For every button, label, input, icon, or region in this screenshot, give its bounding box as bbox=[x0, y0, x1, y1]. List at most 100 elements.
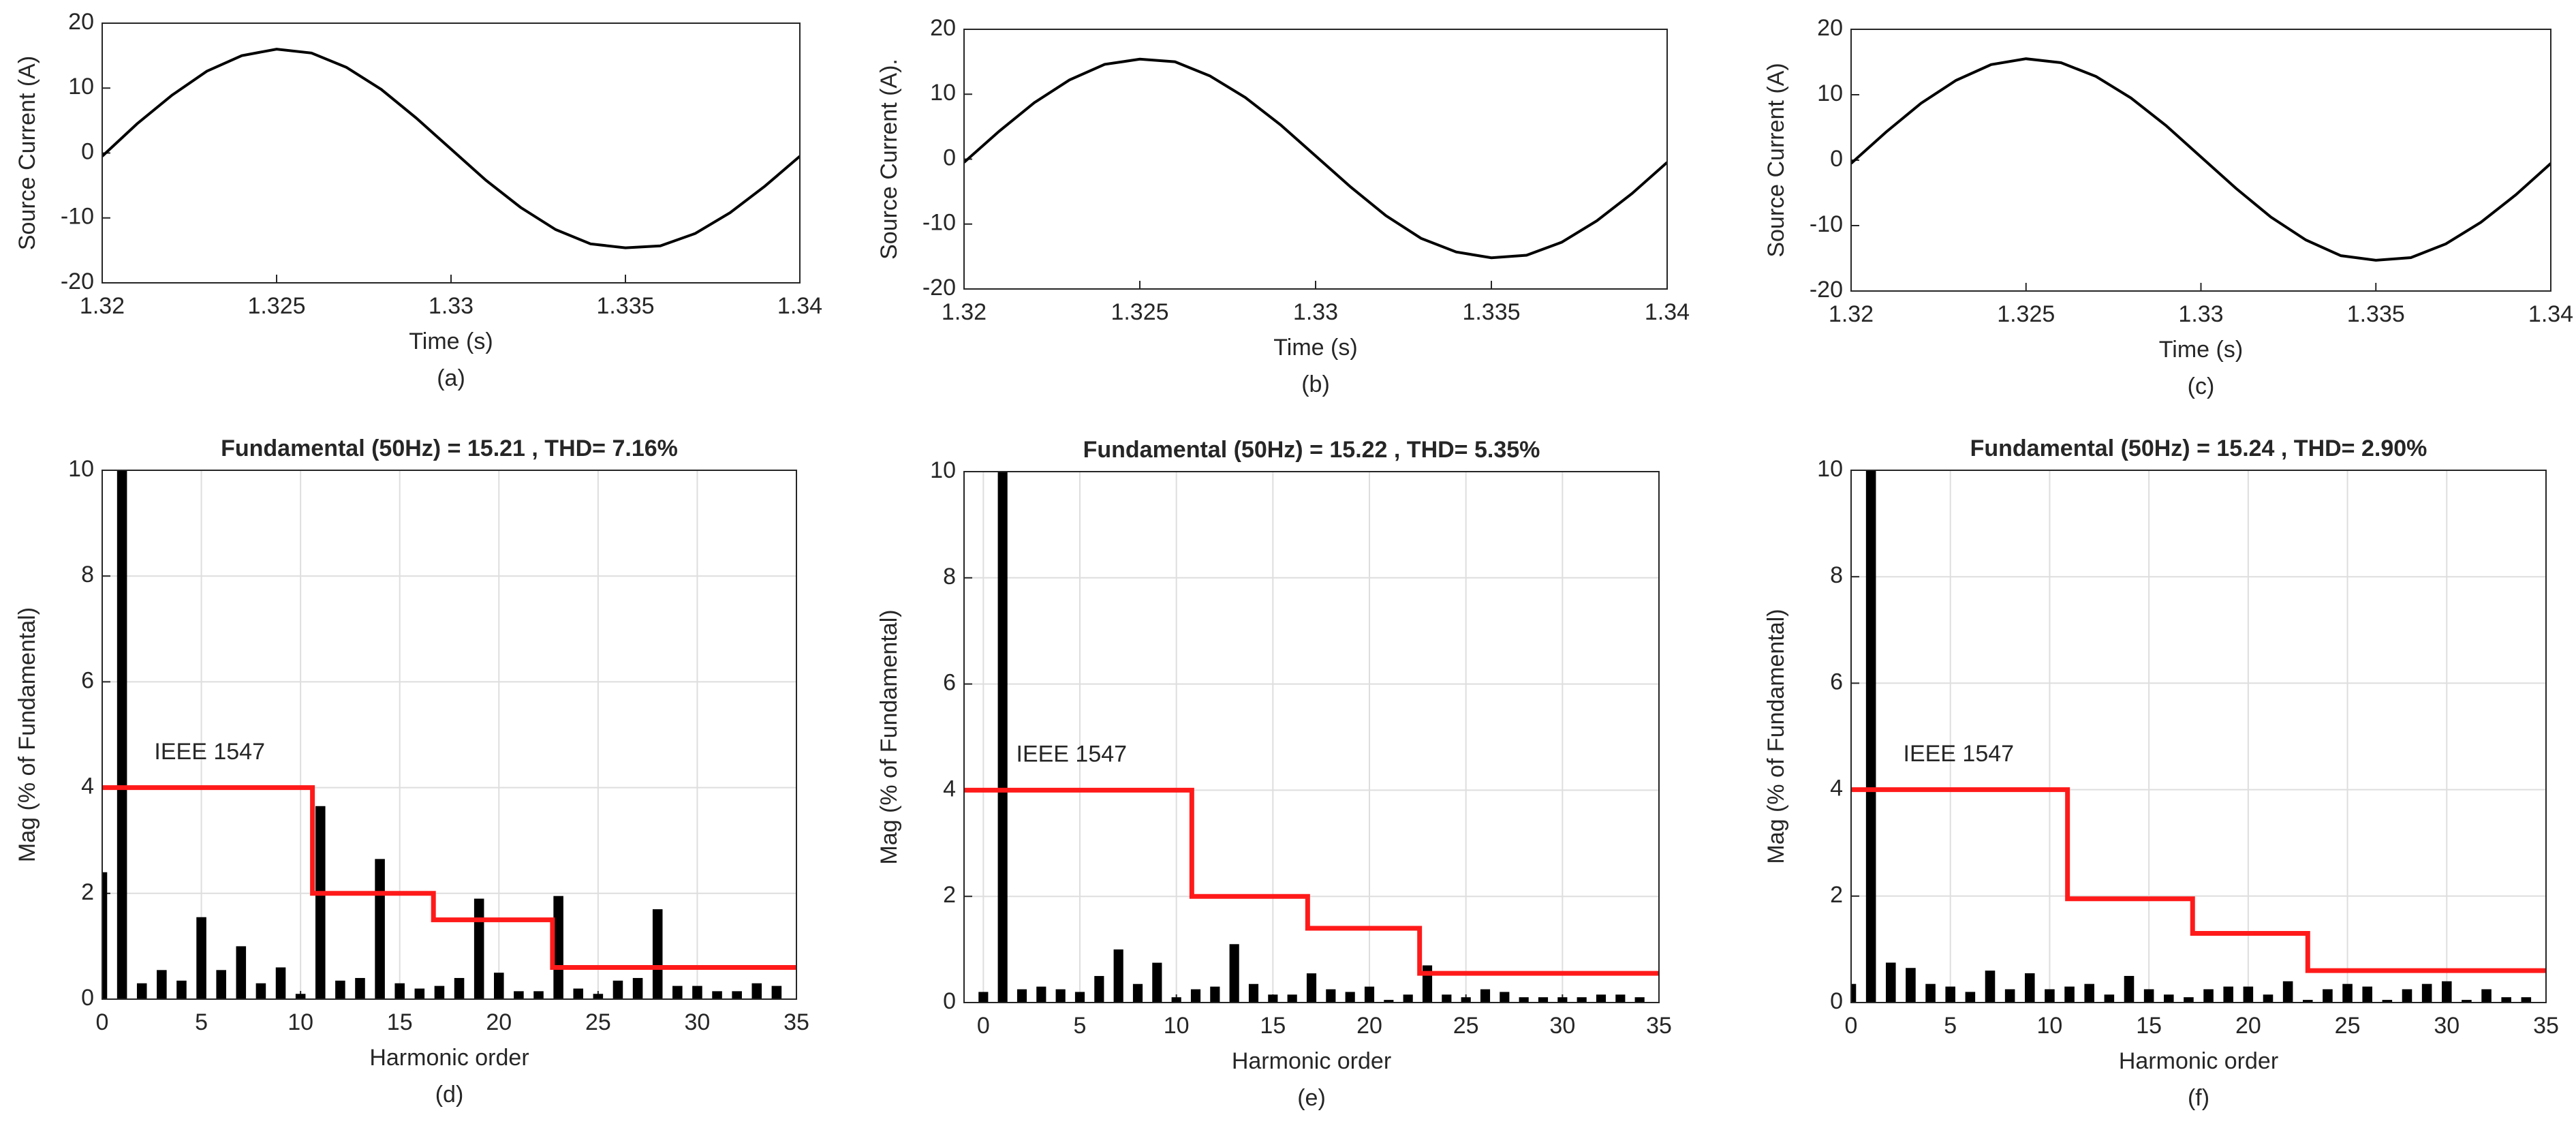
bar bbox=[672, 986, 683, 999]
x-tick-label: 30 bbox=[1549, 1013, 1575, 1039]
bar bbox=[1055, 989, 1066, 1003]
x-axis-label: Time (s) bbox=[2159, 337, 2243, 363]
bar bbox=[1519, 997, 1529, 1003]
bar bbox=[2164, 994, 2174, 1003]
x-tick-label: 15 bbox=[1260, 1013, 1286, 1039]
bar bbox=[1596, 994, 1607, 1003]
bar bbox=[1229, 944, 1239, 1003]
bar bbox=[295, 994, 306, 999]
bar bbox=[1384, 1000, 1394, 1003]
y-tick-label: 0 bbox=[81, 985, 94, 1011]
bar bbox=[2382, 1000, 2393, 1003]
bar bbox=[712, 991, 722, 999]
x-tick-label: 1.325 bbox=[247, 293, 305, 319]
bar bbox=[1851, 983, 1857, 1003]
bar bbox=[375, 859, 385, 999]
x-tick-label: 1.34 bbox=[777, 293, 822, 319]
x-tick-label: 1.335 bbox=[2347, 301, 2405, 327]
bar bbox=[1248, 983, 1259, 1003]
y-tick-label: 4 bbox=[81, 774, 94, 799]
x-tick-label: 1.34 bbox=[1645, 299, 1690, 325]
x-axis-label: Harmonic order bbox=[369, 1045, 529, 1071]
bar bbox=[1461, 997, 1471, 1003]
x-axis-label: Time (s) bbox=[409, 329, 493, 354]
bar bbox=[2143, 989, 2154, 1003]
y-tick-label: 0 bbox=[943, 988, 956, 1014]
y-tick-label: 8 bbox=[943, 564, 956, 590]
y-tick-label: -10 bbox=[61, 204, 94, 230]
marks bbox=[102, 48, 800, 249]
current-line bbox=[964, 57, 1667, 260]
caption: (d) bbox=[435, 1082, 464, 1108]
y-tick-label: 2 bbox=[943, 882, 956, 908]
bar bbox=[136, 983, 147, 999]
bar bbox=[2263, 994, 2274, 1003]
bar bbox=[1268, 994, 1278, 1003]
bar bbox=[1132, 983, 1143, 1003]
bar bbox=[2223, 986, 2233, 1003]
bar bbox=[612, 980, 623, 999]
bar bbox=[2501, 997, 2511, 1003]
limit-line bbox=[102, 785, 796, 970]
x-tick-label: 35 bbox=[1646, 1013, 1672, 1039]
bar bbox=[1403, 994, 1413, 1003]
bar bbox=[1190, 989, 1201, 1003]
bar bbox=[236, 946, 247, 999]
bar bbox=[2282, 981, 2293, 1003]
plot-area bbox=[1851, 29, 2551, 291]
bar bbox=[494, 973, 504, 999]
bar bbox=[2402, 989, 2412, 1003]
bar bbox=[732, 991, 742, 999]
bar bbox=[1171, 997, 1181, 1003]
bar bbox=[1017, 989, 1027, 1003]
marks bbox=[102, 470, 796, 999]
x-tick-label: 0 bbox=[96, 1009, 109, 1035]
chart: 0 2 4 6 8 10 0 5 10 15 20 25 30 35 IEEE 1547 Fundamenta… bbox=[14, 436, 809, 1108]
x-tick-label: 30 bbox=[685, 1009, 711, 1035]
y-tick-label: -10 bbox=[1810, 211, 1843, 237]
x-tick-label: 0 bbox=[977, 1013, 990, 1039]
caption: (f) bbox=[2188, 1085, 2209, 1111]
bar bbox=[553, 896, 563, 999]
marks bbox=[964, 472, 1659, 1003]
x-tick-label: 0 bbox=[1845, 1013, 1858, 1039]
x-tick-label: 35 bbox=[2533, 1013, 2559, 1039]
x-tick-label: 25 bbox=[2335, 1013, 2361, 1039]
bar bbox=[2442, 981, 2452, 1003]
bar bbox=[2303, 1000, 2313, 1003]
plot-area bbox=[102, 470, 796, 999]
y-tick-label: 2 bbox=[81, 879, 94, 905]
x-tick-label: 10 bbox=[288, 1009, 313, 1035]
x-tick-label: 25 bbox=[585, 1009, 611, 1035]
bar bbox=[1538, 997, 1549, 1003]
bar bbox=[1326, 989, 1336, 1003]
x-axis-label: Time (s) bbox=[1273, 335, 1357, 361]
y-tick-label: 10 bbox=[1817, 80, 1843, 106]
bar bbox=[474, 898, 484, 999]
bar bbox=[1577, 997, 1587, 1003]
bar bbox=[533, 991, 544, 999]
bar bbox=[514, 991, 524, 999]
bar bbox=[434, 986, 445, 999]
bar bbox=[2323, 989, 2333, 1003]
x-axis-label: Harmonic order bbox=[1232, 1048, 1391, 1074]
y-tick-label: 8 bbox=[1830, 562, 1843, 588]
y-tick-label: 20 bbox=[1817, 15, 1843, 41]
x-axis-label: Harmonic order bbox=[2119, 1048, 2278, 1074]
x-tick-label: 1.32 bbox=[80, 293, 125, 319]
bar bbox=[2243, 986, 2254, 1003]
bar bbox=[2342, 983, 2353, 1003]
y-tick-label: -10 bbox=[922, 210, 956, 236]
bar bbox=[1945, 986, 1955, 1003]
x-tick-label: 1.32 bbox=[1829, 301, 1874, 327]
bar bbox=[978, 992, 989, 1003]
x-tick-label: 35 bbox=[783, 1009, 809, 1035]
plot-area bbox=[964, 29, 1667, 289]
bar bbox=[751, 983, 762, 999]
caption: (c) bbox=[2188, 373, 2215, 399]
y-tick-label: 8 bbox=[81, 562, 94, 587]
limit-annotation: IEEE 1547 bbox=[1904, 741, 2015, 767]
bar bbox=[652, 909, 663, 999]
caption: (a) bbox=[437, 365, 465, 391]
y-tick-label: 10 bbox=[68, 456, 94, 482]
